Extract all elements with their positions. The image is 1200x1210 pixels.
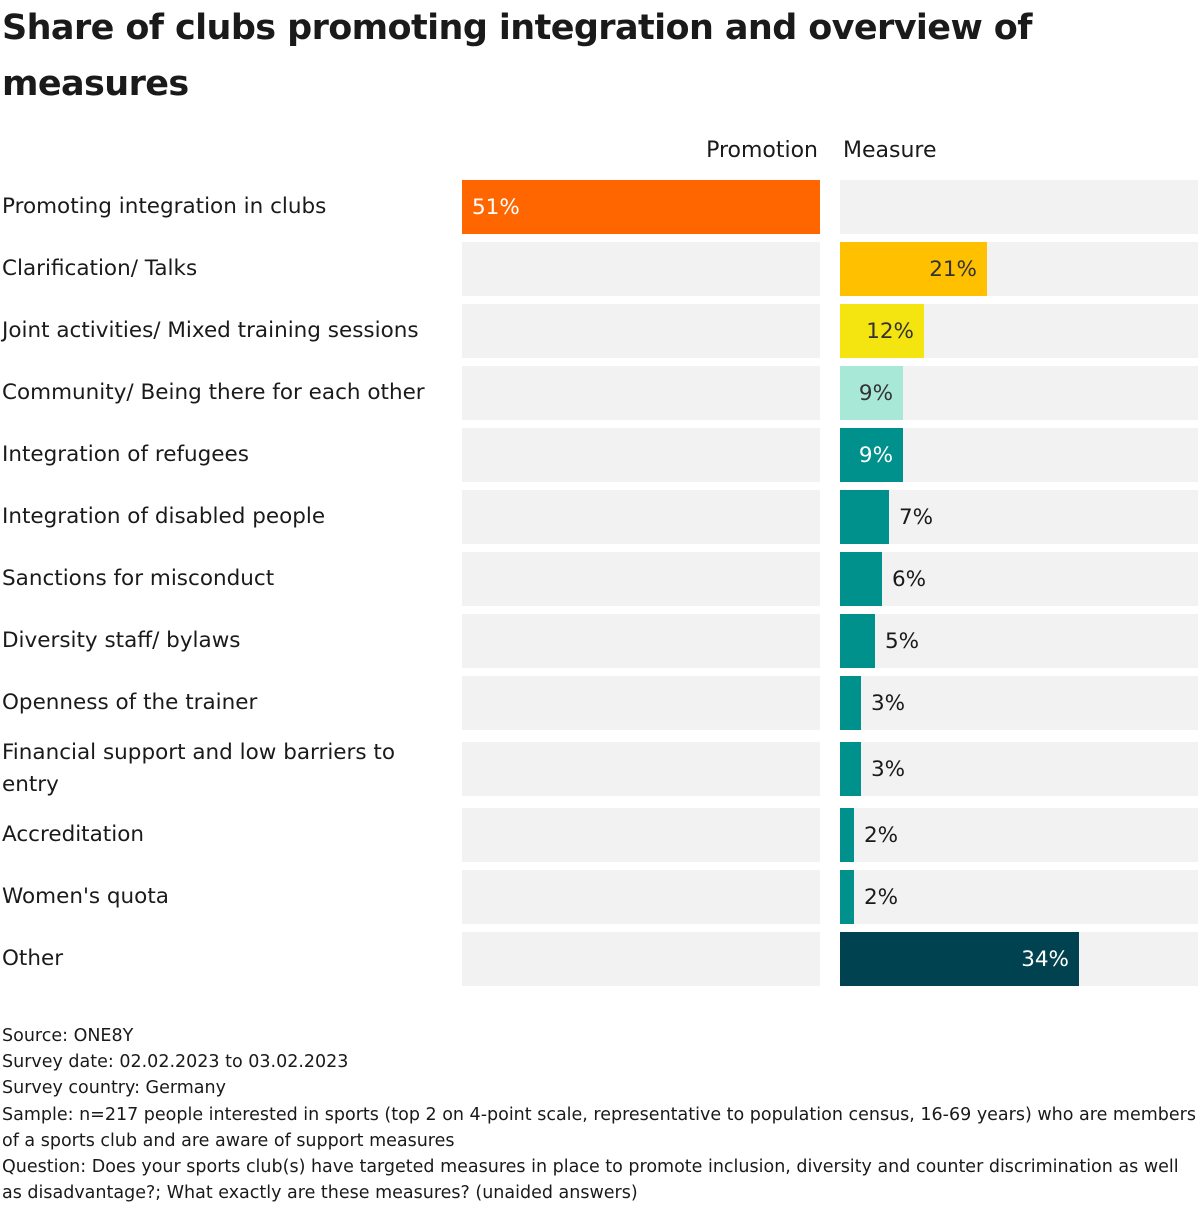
bar-track-promotion bbox=[462, 552, 820, 606]
bar-measure bbox=[840, 552, 882, 606]
category-label: Integration of disabled people bbox=[2, 504, 326, 529]
value-label: 2% bbox=[864, 822, 899, 848]
value-label: 9% bbox=[858, 442, 893, 468]
bar-track-measure: 9% bbox=[840, 428, 1198, 482]
bar-track-promotion bbox=[462, 304, 820, 358]
category-label: Promoting integration in clubs bbox=[2, 194, 327, 219]
category-label: Integration of refugees bbox=[2, 442, 249, 467]
bar-track-measure: 3% bbox=[840, 676, 1198, 730]
bar-measure bbox=[840, 676, 861, 730]
bar-track-measure: 2% bbox=[840, 808, 1198, 862]
bar-promotion bbox=[462, 180, 820, 234]
bar-track-measure: 7% bbox=[840, 490, 1198, 544]
bar-measure bbox=[840, 614, 875, 668]
bar-track-promotion bbox=[462, 870, 820, 924]
bar-measure bbox=[840, 870, 854, 924]
sample-note: Sample: n=217 people interested in sport… bbox=[2, 1104, 1196, 1151]
bar-measure bbox=[840, 366, 903, 420]
bar-track-measure: 9% bbox=[840, 366, 1198, 420]
category-label: Openness of the trainer bbox=[2, 690, 258, 715]
category-label: Financial support and low barriers to en… bbox=[2, 740, 395, 797]
category-label: Accreditation bbox=[2, 822, 144, 847]
bar-track-promotion bbox=[462, 742, 820, 796]
value-label: 3% bbox=[871, 756, 906, 782]
bar-measure bbox=[840, 490, 889, 544]
bar-track-promotion bbox=[462, 366, 820, 420]
bar-track-measure: 34% bbox=[840, 932, 1198, 986]
bar-track-measure: 2% bbox=[840, 870, 1198, 924]
column-header-measure: Measure bbox=[843, 138, 937, 163]
category-label: Diversity staff/ bylaws bbox=[2, 628, 241, 653]
value-label: 21% bbox=[929, 256, 977, 282]
category-label: Sanctions for misconduct bbox=[2, 566, 275, 591]
bar-track-promotion bbox=[462, 242, 820, 296]
category-label: Women's quota bbox=[2, 884, 169, 909]
bar-measure bbox=[840, 242, 987, 296]
value-label: 2% bbox=[864, 884, 899, 910]
bar-track-promotion bbox=[462, 614, 820, 668]
value-label: 7% bbox=[899, 504, 934, 530]
bar-track-promotion bbox=[462, 676, 820, 730]
bar-track-measure: 12% bbox=[840, 304, 1198, 358]
bar-measure bbox=[840, 428, 903, 482]
question-note: Question: Does your sports club(s) have … bbox=[2, 1157, 1179, 1204]
value-label: 3% bbox=[871, 690, 906, 716]
category-label: Community/ Being there for each other bbox=[2, 380, 425, 405]
category-label: Clarification/ Talks bbox=[2, 256, 198, 281]
value-label: 12% bbox=[866, 318, 914, 344]
column-header-promotion: Promotion bbox=[706, 138, 818, 163]
bar-track-measure: 21% bbox=[840, 242, 1198, 296]
bar-measure bbox=[840, 932, 1079, 986]
value-label: 51% bbox=[472, 194, 520, 220]
bar-chart: Promoting integration in clubs 51% Clarifi… bbox=[2, 180, 1198, 986]
chart-title: Share of clubs promoting integration and… bbox=[2, 8, 1032, 104]
value-label: 34% bbox=[1021, 946, 1069, 972]
bar-track-promotion bbox=[462, 428, 820, 482]
value-label: 9% bbox=[858, 380, 893, 406]
value-label: 6% bbox=[892, 566, 927, 592]
bar-track-measure: 6% bbox=[840, 552, 1198, 606]
category-label: Joint activities/ Mixed training session… bbox=[2, 318, 419, 343]
bar-track-measure: 3% bbox=[840, 742, 1198, 796]
category-label: Other bbox=[2, 946, 64, 971]
bar-track-promotion bbox=[462, 808, 820, 862]
chart-footer: Source: ONE8Y Survey date: 02.02.2023 to… bbox=[2, 1023, 1198, 1206]
bar-measure bbox=[840, 808, 854, 862]
bar-track-promotion: 51% bbox=[462, 180, 820, 234]
bar-track-promotion bbox=[462, 932, 820, 986]
bar-measure bbox=[840, 304, 924, 358]
source-note: Source: ONE8Y bbox=[2, 1026, 134, 1046]
survey-date-note: Survey date: 02.02.2023 to 03.02.2023 bbox=[2, 1052, 349, 1073]
bar-track-measure bbox=[840, 180, 1198, 234]
bar-track-promotion bbox=[462, 490, 820, 544]
bar-track-measure: 5% bbox=[840, 614, 1198, 668]
survey-country-note: Survey country: Germany bbox=[2, 1078, 226, 1099]
value-label: 5% bbox=[885, 628, 920, 654]
bar-measure bbox=[840, 742, 861, 796]
